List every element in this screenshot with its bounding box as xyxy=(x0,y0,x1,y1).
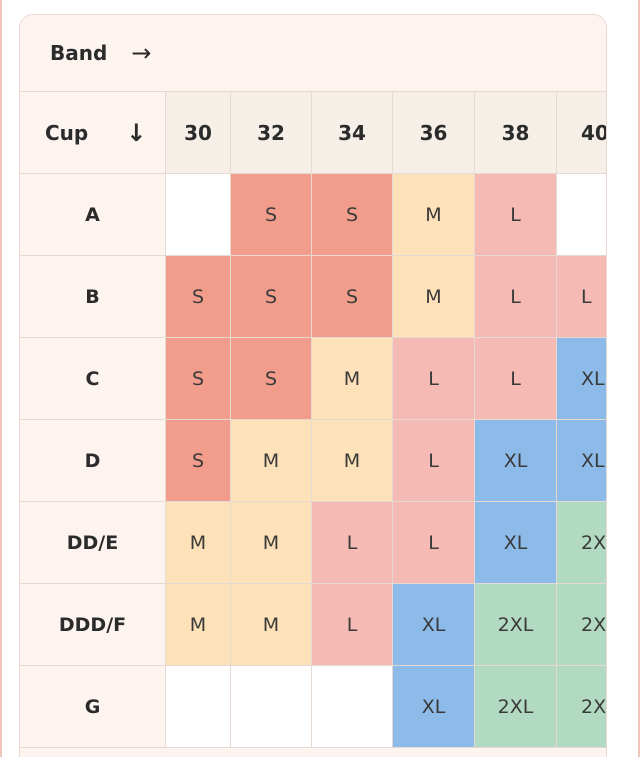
cup-row-header: D xyxy=(20,420,166,502)
arrow-down-icon: ↓ xyxy=(126,118,147,147)
cup-row-header: DD/E xyxy=(20,502,166,584)
table-row: DD/EMMLLXL2XL xyxy=(20,502,606,584)
size-cell: XL xyxy=(475,502,557,584)
band-header-row: Cup ↓ 30 32 34 36 38 40 xyxy=(20,92,606,174)
size-cell: 2XL xyxy=(557,584,606,666)
size-cell: 2XL xyxy=(557,502,606,584)
size-cell: XL xyxy=(393,666,475,748)
size-cell: 2XL xyxy=(475,584,557,666)
size-cell: XL xyxy=(393,584,475,666)
size-cell: XL xyxy=(557,420,606,502)
size-cell: S xyxy=(166,338,231,420)
cup-axis-header: Cup ↓ xyxy=(20,92,166,174)
band-header-cell: 40 xyxy=(557,92,606,174)
cup-row-header: DDD/F xyxy=(20,584,166,666)
band-axis-label: Band xyxy=(50,41,108,65)
size-cell: S xyxy=(166,256,231,338)
size-cell: L xyxy=(393,502,475,584)
band-header-cell: 32 xyxy=(231,92,312,174)
size-cell: S xyxy=(312,256,393,338)
band-header-cell: 36 xyxy=(393,92,475,174)
size-cell: M xyxy=(231,502,312,584)
band-header-cell: 38 xyxy=(475,92,557,174)
table-row: D S M M L XL XL xyxy=(20,420,606,502)
frame-border-right xyxy=(638,0,640,757)
size-cell: M xyxy=(166,502,231,584)
size-cell: M xyxy=(312,338,393,420)
size-cell xyxy=(166,666,231,748)
size-cell: S xyxy=(166,420,231,502)
cup-row-header: C xyxy=(20,338,166,420)
cup-row-header: A xyxy=(20,174,166,256)
size-cell: L xyxy=(393,420,475,502)
size-cell xyxy=(166,174,231,256)
cup-axis-label: Cup xyxy=(45,120,89,145)
size-cell: M xyxy=(393,174,475,256)
size-cell: 2XL xyxy=(475,666,557,748)
frame-border-left xyxy=(0,0,2,757)
size-cell: L xyxy=(393,338,475,420)
table-row: DDD/FMMLXL2XL2XL xyxy=(20,584,606,666)
size-cell: M xyxy=(231,420,312,502)
size-cell: S xyxy=(231,174,312,256)
size-cell: L xyxy=(475,174,557,256)
size-cell: L xyxy=(475,256,557,338)
arrow-right-icon: → xyxy=(131,39,152,67)
size-cell: 2XL xyxy=(557,666,606,748)
cup-row-header: G xyxy=(20,666,166,748)
size-cell: M xyxy=(393,256,475,338)
band-header-cell: 34 xyxy=(312,92,393,174)
size-cell: XL xyxy=(557,338,606,420)
size-cell: L xyxy=(312,584,393,666)
size-cell: M xyxy=(231,584,312,666)
size-cell: S xyxy=(312,174,393,256)
size-cell xyxy=(231,666,312,748)
table-row: GXL2XL2XL xyxy=(20,666,606,748)
size-cell: M xyxy=(312,420,393,502)
size-rows: A S S M L B S S S M L L C S S M L L XL D S M M L XL XL DD/E M M L L XL 2… xyxy=(20,174,606,748)
table-row: C S S M L L XL xyxy=(20,338,606,420)
size-cell: M xyxy=(166,584,231,666)
size-cell: L xyxy=(475,338,557,420)
band-axis-header: Band → xyxy=(20,15,606,92)
size-cell: XL xyxy=(475,420,557,502)
cup-row-header: B xyxy=(20,256,166,338)
size-cell xyxy=(312,666,393,748)
band-header-cell: 30 xyxy=(166,92,231,174)
size-cell: L xyxy=(557,256,606,338)
size-cell: L xyxy=(312,502,393,584)
size-cell xyxy=(557,174,606,256)
size-cell: S xyxy=(231,338,312,420)
size-cell: S xyxy=(231,256,312,338)
